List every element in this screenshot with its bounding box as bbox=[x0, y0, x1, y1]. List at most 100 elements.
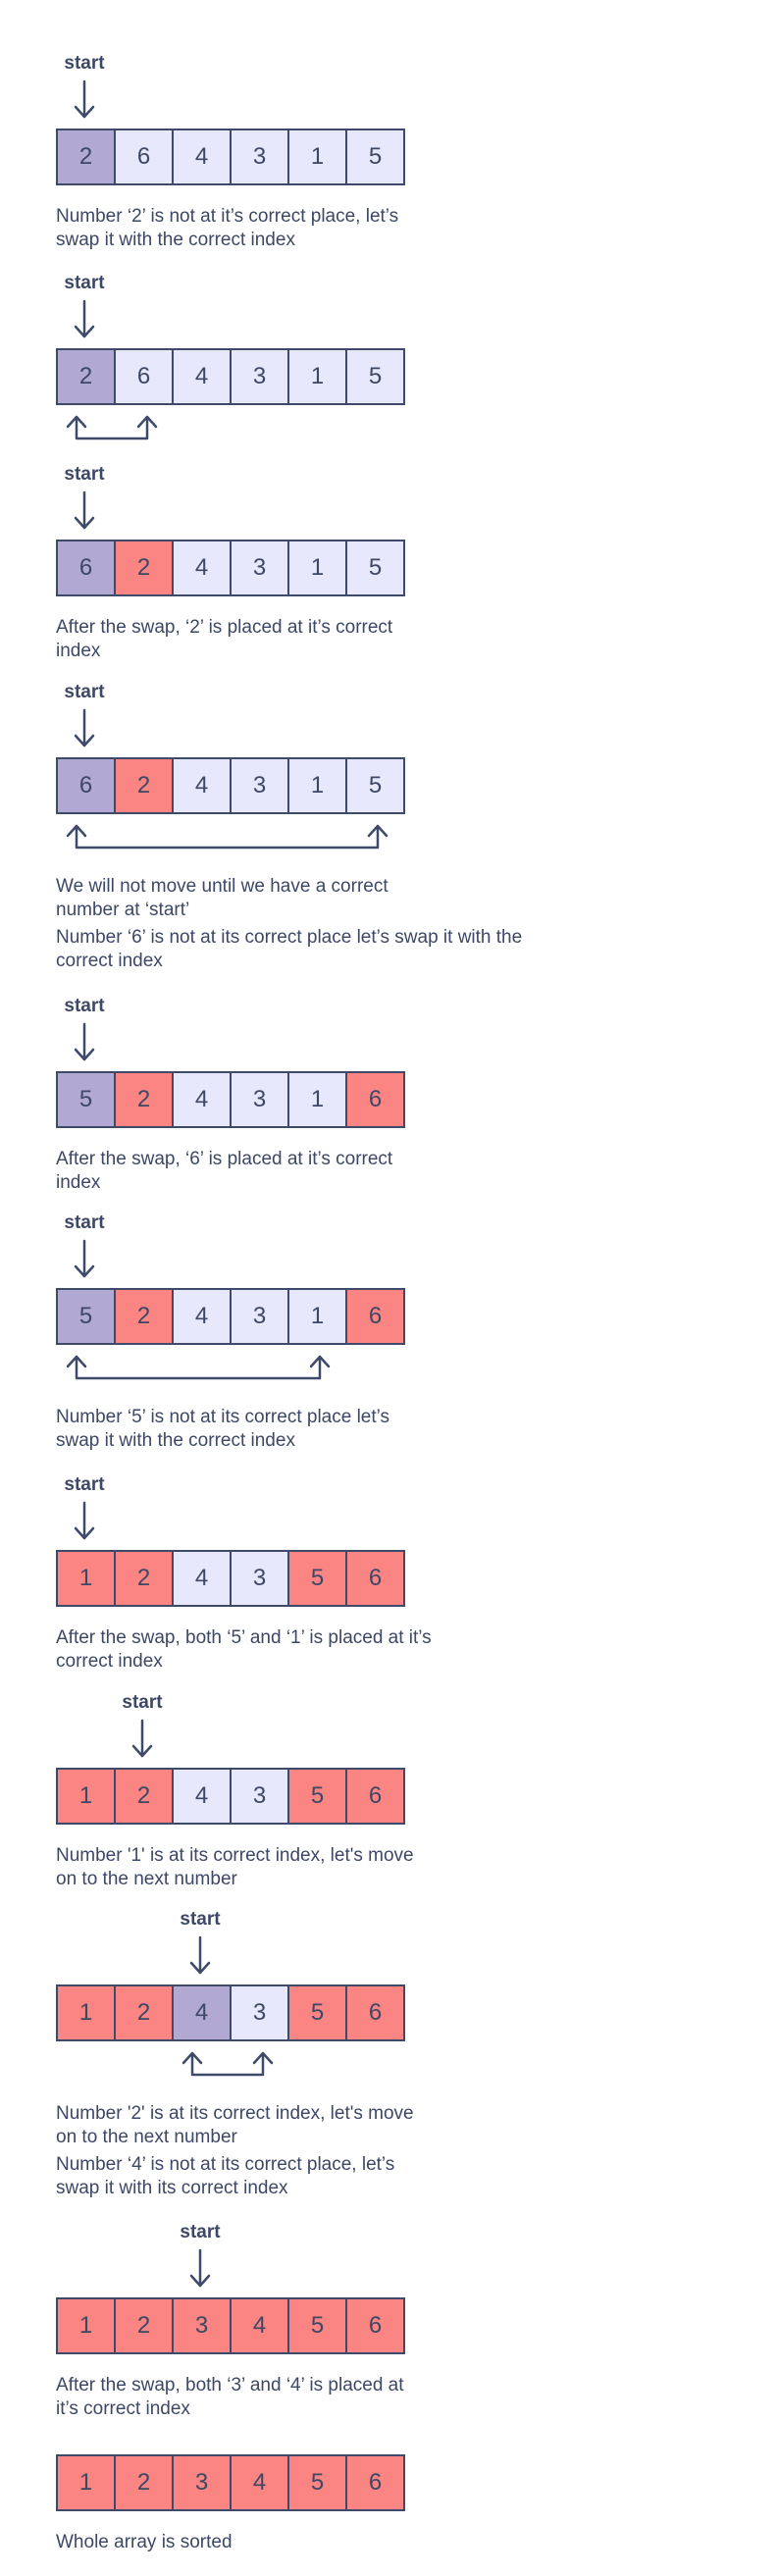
array-cell: 1 bbox=[287, 129, 347, 185]
array-cell: 3 bbox=[230, 1071, 289, 1128]
array-cell: 2 bbox=[114, 757, 174, 814]
start-label: start bbox=[64, 996, 105, 1016]
array-cell: 1 bbox=[287, 540, 347, 596]
array-cell: 6 bbox=[345, 1288, 405, 1345]
array-cell: 2 bbox=[56, 348, 116, 405]
array-cell: 6 bbox=[345, 1550, 405, 1607]
start-label: start bbox=[64, 464, 105, 485]
array-cell: 3 bbox=[230, 1550, 289, 1607]
start-pointer-arrow-icon bbox=[74, 1501, 95, 1540]
array-cell: 5 bbox=[345, 757, 405, 814]
array-cell: 2 bbox=[114, 1984, 174, 2041]
start-pointer-arrow-icon bbox=[74, 299, 95, 338]
array-cell: 2 bbox=[114, 1288, 174, 1345]
array-cell: 2 bbox=[56, 129, 116, 185]
array-cell: 4 bbox=[172, 129, 232, 185]
array-cell: 4 bbox=[172, 1550, 232, 1607]
start-label: start bbox=[64, 1474, 105, 1495]
start-label: start bbox=[180, 2222, 221, 2242]
step-caption: Number ‘6’ is not at its correct place l… bbox=[56, 927, 523, 971]
start-label: start bbox=[64, 273, 105, 293]
array-cell: 3 bbox=[230, 540, 289, 596]
array-cell: 3 bbox=[230, 348, 289, 405]
start-label: start bbox=[122, 1692, 163, 1713]
array-cell: 3 bbox=[230, 1768, 289, 1825]
array-cell: 6 bbox=[56, 540, 116, 596]
array-cell: 4 bbox=[172, 757, 232, 814]
array-cell: 4 bbox=[172, 1071, 232, 1128]
array-cell: 4 bbox=[172, 348, 232, 405]
array-cell: 1 bbox=[287, 1288, 347, 1345]
array-cell: 4 bbox=[172, 1984, 232, 2041]
step-caption: Number '2' is at its correct index, let'… bbox=[56, 2103, 414, 2147]
step-caption: Number ‘4’ is not at its correct place, … bbox=[56, 2154, 395, 2198]
swap-arrow-icon bbox=[181, 2051, 274, 2077]
start-pointer-arrow-icon bbox=[74, 79, 95, 119]
start-label: start bbox=[64, 682, 105, 702]
swap-arrow-icon bbox=[66, 1355, 331, 1380]
array-cell: 6 bbox=[345, 2297, 405, 2354]
array-cell: 6 bbox=[345, 1768, 405, 1825]
array-cell: 2 bbox=[114, 1768, 174, 1825]
array-cell: 1 bbox=[287, 757, 347, 814]
array-cell: 5 bbox=[287, 2297, 347, 2354]
step-caption: Number ‘2’ is not at it’s correct place,… bbox=[56, 206, 399, 250]
swap-arrow-icon bbox=[66, 824, 388, 850]
swap-arrow-icon bbox=[66, 415, 158, 440]
array-cell: 5 bbox=[56, 1288, 116, 1345]
array-cell: 5 bbox=[287, 1768, 347, 1825]
array-cell: 2 bbox=[114, 2454, 174, 2511]
array-cell: 6 bbox=[114, 348, 174, 405]
start-pointer-arrow-icon bbox=[74, 1239, 95, 1278]
array-cell: 5 bbox=[345, 540, 405, 596]
array-cell: 5 bbox=[287, 2454, 347, 2511]
start-pointer-arrow-icon bbox=[131, 1719, 153, 1758]
array-cell: 3 bbox=[230, 1984, 289, 2041]
array-cell: 4 bbox=[230, 2297, 289, 2354]
start-pointer-arrow-icon bbox=[189, 2248, 211, 2288]
start-pointer-arrow-icon bbox=[189, 1935, 211, 1975]
array-cell: 2 bbox=[114, 1550, 174, 1607]
array-cell: 6 bbox=[114, 129, 174, 185]
step-caption: Whole array is sorted bbox=[56, 2532, 233, 2552]
array-cell: 2 bbox=[114, 540, 174, 596]
array-cell: 1 bbox=[56, 1768, 116, 1825]
array-cell: 5 bbox=[56, 1071, 116, 1128]
step-caption: Number ‘5’ is not at its correct place l… bbox=[56, 1407, 390, 1451]
array-cell: 2 bbox=[114, 1071, 174, 1128]
array-cell: 1 bbox=[287, 348, 347, 405]
array-cell: 1 bbox=[56, 2454, 116, 2511]
array-cell: 4 bbox=[230, 2454, 289, 2511]
array-cell: 1 bbox=[56, 1984, 116, 2041]
array-cell: 3 bbox=[230, 129, 289, 185]
start-label: start bbox=[180, 1909, 221, 1930]
array-cell: 1 bbox=[56, 1550, 116, 1607]
array-cell: 3 bbox=[230, 757, 289, 814]
array-cell: 5 bbox=[287, 1984, 347, 2041]
step-caption: After the swap, ‘6’ is placed at it’s co… bbox=[56, 1149, 393, 1193]
step-caption: Number '1' is at its correct index, let'… bbox=[56, 1845, 414, 1889]
array-cell: 6 bbox=[345, 2454, 405, 2511]
start-label: start bbox=[64, 53, 105, 74]
start-pointer-arrow-icon bbox=[74, 708, 95, 747]
start-pointer-arrow-icon bbox=[74, 1022, 95, 1061]
array-cell: 2 bbox=[114, 2297, 174, 2354]
array-cell: 1 bbox=[56, 2297, 116, 2354]
array-cell: 5 bbox=[345, 348, 405, 405]
step-caption: We will not move until we have a correct… bbox=[56, 876, 388, 920]
array-cell: 5 bbox=[287, 1550, 347, 1607]
array-cell: 6 bbox=[56, 757, 116, 814]
start-label: start bbox=[64, 1212, 105, 1233]
step-caption: After the swap, both ‘3’ and ‘4’ is plac… bbox=[56, 2375, 404, 2419]
step-caption: After the swap, ‘2’ is placed at it’s co… bbox=[56, 617, 393, 661]
step-caption: After the swap, both ‘5’ and ‘1’ is plac… bbox=[56, 1627, 432, 1672]
array-cell: 4 bbox=[172, 540, 232, 596]
